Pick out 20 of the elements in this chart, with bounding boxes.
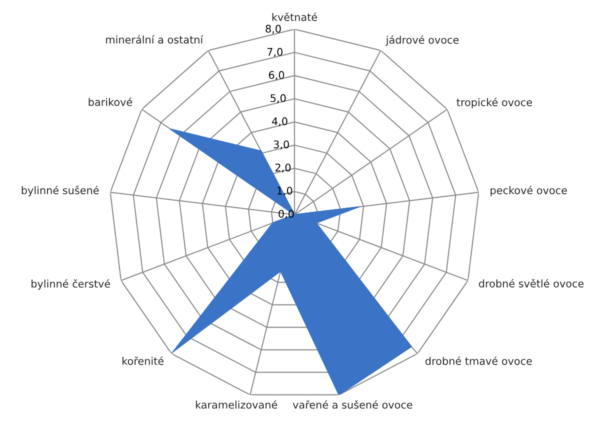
y-tick-label: 8,0 <box>266 24 281 34</box>
spoke-label: drobné tmavé ovoce <box>425 356 532 365</box>
spoke-label: barikové <box>88 98 132 106</box>
y-tick-label: 2,0 <box>275 164 291 173</box>
y-tick-label: 5,0 <box>270 94 286 104</box>
spoke-label: kořenité <box>122 356 164 365</box>
spoke-label: bylinné čerstvé <box>32 279 110 290</box>
spoke-label: tropické ovoce <box>456 98 532 108</box>
y-tick-label: 4,0 <box>272 117 288 126</box>
spoke-label: jádrové ovoce <box>386 35 459 46</box>
spoke-label: karamelizované <box>196 400 278 409</box>
spoke-label: peckové ovoce <box>490 186 567 196</box>
spoke-label: vařené a sušené ovoce <box>292 400 412 409</box>
spoke-label: květnaté <box>272 12 318 22</box>
y-tick-label: 3,0 <box>274 140 289 150</box>
spoke-label: bylinné sušené <box>22 186 99 196</box>
spoke-label: drobné světlé ovoce <box>478 278 584 288</box>
y-tick-label: 6,0 <box>268 71 284 80</box>
spoke-label: minerální a ostatní <box>106 35 204 44</box>
y-tick-label: 7,0 <box>267 48 282 57</box>
